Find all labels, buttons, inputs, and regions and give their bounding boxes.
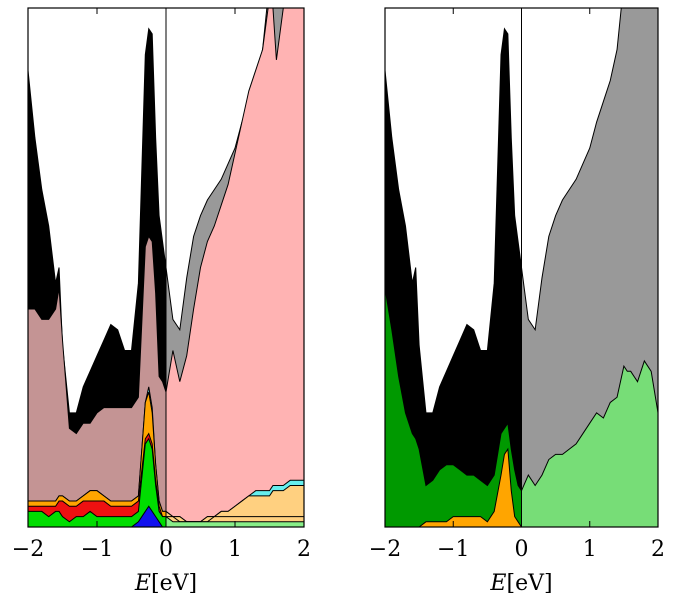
x-tick-label: 2 — [297, 537, 311, 562]
projected-dos-2-line — [385, 447, 658, 527]
x-tick-label: −1 — [81, 537, 113, 562]
projected-dos-1-occupied-area — [28, 236, 166, 527]
projected-dos-1-unoccupied-area — [166, 8, 304, 527]
x-tick-label: −1 — [437, 537, 469, 562]
x-tick-label: 1 — [228, 537, 242, 562]
x-tick-label: 0 — [515, 537, 529, 562]
projected-dos-4-line — [28, 432, 304, 523]
x-tick-label: 2 — [651, 537, 665, 562]
x-tick-label: 0 — [159, 537, 173, 562]
total-dos-line — [385, 8, 622, 414]
projected-dos-1-occupied-area — [385, 288, 522, 527]
x-axis-label: E[eV] — [489, 571, 552, 596]
total-dos-occupied-area — [385, 28, 522, 527]
projected-dos-2-occupied-area — [385, 449, 522, 527]
projected-dos-4-occupied-area — [28, 433, 166, 527]
projected-dos-5-line — [28, 437, 304, 523]
projected-dos-3-line — [28, 391, 304, 523]
x-axis-label: E[eV] — [134, 571, 197, 596]
projected-dos-1-line — [28, 8, 284, 435]
projected-dos-6-occupied-area — [28, 506, 166, 527]
left-dos-panel: −2 −1 0 1 2 E[eV] — [12, 7, 311, 596]
x-tick-label: −2 — [12, 537, 44, 562]
x-tick-label: −2 — [369, 537, 401, 562]
projected-dos-1-line — [385, 288, 658, 492]
right-dos-panel: −2 −1 0 1 2 E[eV] — [369, 7, 665, 596]
projected-dos-1-unoccupied-area — [521, 360, 658, 527]
projected-dos-6-line — [28, 505, 304, 527]
x-tick-label: 1 — [583, 537, 597, 562]
